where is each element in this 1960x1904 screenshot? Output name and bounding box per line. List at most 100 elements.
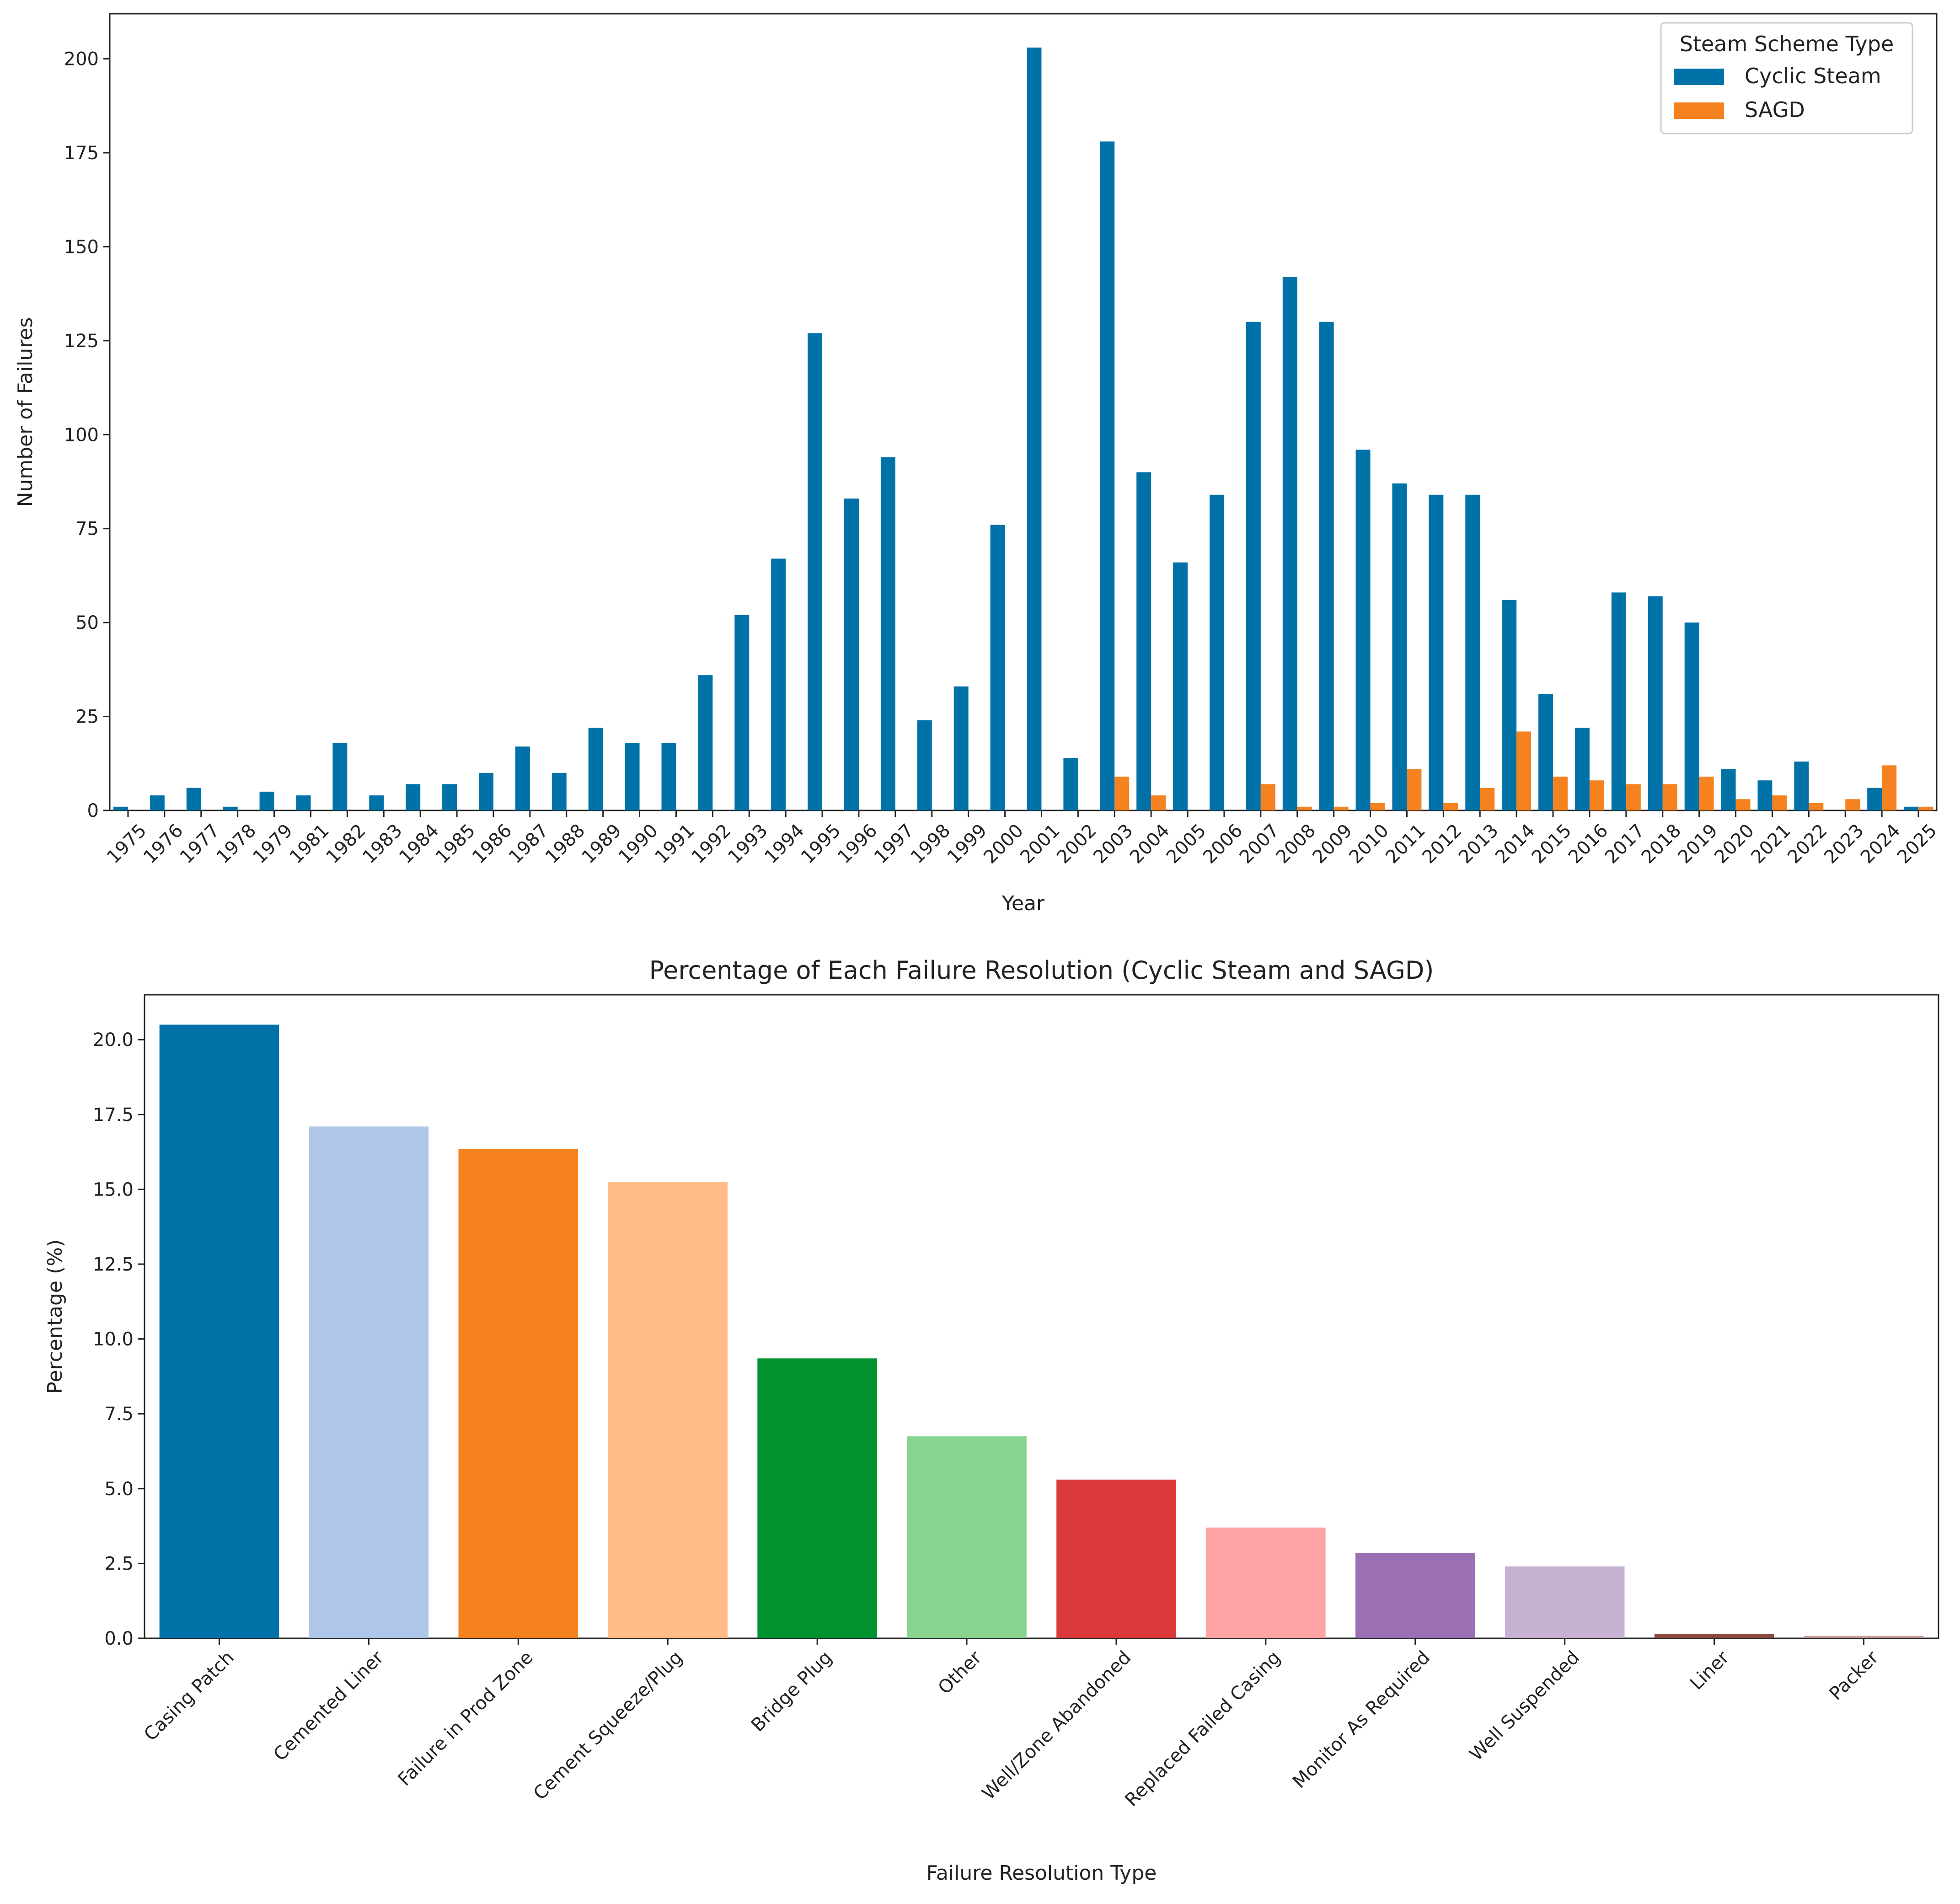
bar-cyclic-steam bbox=[1502, 600, 1517, 810]
y-axis-label: Percentage (%) bbox=[43, 1239, 67, 1394]
x-tick-label: 2000 bbox=[980, 820, 1028, 868]
y-tick-label: 200 bbox=[64, 49, 99, 70]
bar-sagd bbox=[1333, 806, 1349, 810]
bar-cyclic-steam bbox=[953, 686, 969, 810]
legend: Steam Scheme Type Cyclic Steam SAGD bbox=[1660, 22, 1913, 134]
x-tick-label: 1998 bbox=[907, 820, 955, 868]
failure-resolution-chart: Percentage of Each Failure Resolution (C… bbox=[43, 956, 1939, 1885]
x-tick-label: Liner bbox=[1686, 1647, 1733, 1694]
x-tick-label: 1983 bbox=[359, 820, 407, 868]
x-tick-label: 1994 bbox=[760, 820, 809, 868]
y-tick-label: 25 bbox=[75, 707, 99, 728]
bar-other bbox=[907, 1436, 1027, 1638]
x-tick-label: Well Suspended bbox=[1466, 1647, 1584, 1765]
x-axis-label: Failure Resolution Type bbox=[926, 1861, 1157, 1885]
x-tick-label: 2020 bbox=[1710, 820, 1758, 868]
bar-cyclic-steam bbox=[552, 772, 567, 810]
y-tick-label: 0 bbox=[87, 800, 99, 821]
bar-sagd bbox=[1114, 777, 1130, 810]
x-tick-label: 2023 bbox=[1820, 820, 1868, 868]
x-tick-label: 1975 bbox=[103, 820, 151, 868]
bar-well-zone-abandoned bbox=[1056, 1480, 1176, 1638]
x-tick-label: 1995 bbox=[797, 820, 845, 868]
x-tick-label: 1997 bbox=[870, 820, 918, 868]
x-tick-label: 2014 bbox=[1491, 820, 1539, 868]
x-tick-label: Monitor As Required bbox=[1289, 1647, 1434, 1792]
bar-sagd bbox=[1297, 806, 1312, 810]
bar-sagd bbox=[1443, 803, 1458, 810]
x-tick-label: Failure in Prod Zone bbox=[394, 1647, 537, 1790]
x-tick-label: 2012 bbox=[1418, 820, 1466, 868]
bar-sagd bbox=[1589, 780, 1604, 810]
x-tick-label: 2024 bbox=[1857, 820, 1905, 868]
bar-monitor-as-required bbox=[1355, 1553, 1475, 1638]
x-tick-label: 1987 bbox=[505, 820, 553, 868]
x-tick-label: 1990 bbox=[614, 820, 662, 868]
bar-cyclic-steam bbox=[1538, 694, 1553, 810]
failures-by-year-chart: 0255075100125150175200197519761977197819… bbox=[14, 13, 1941, 915]
x-tick-label: 2006 bbox=[1199, 820, 1247, 868]
bar-cement-squeeze-plug bbox=[608, 1182, 728, 1638]
x-tick-label: 1976 bbox=[139, 820, 187, 868]
bar-cyclic-steam bbox=[1100, 141, 1115, 811]
bar-cyclic-steam bbox=[442, 784, 457, 810]
x-tick-label: 2022 bbox=[1783, 820, 1831, 868]
bar-cyclic-steam bbox=[990, 525, 1005, 810]
bar-sagd bbox=[1699, 777, 1714, 810]
bar-cyclic-steam bbox=[1757, 780, 1773, 810]
legend-title: Steam Scheme Type bbox=[1680, 32, 1894, 56]
x-tick-label: 2009 bbox=[1309, 820, 1357, 868]
bar-cyclic-steam bbox=[1465, 494, 1480, 810]
x-tick-label: Casing Patch bbox=[140, 1647, 238, 1745]
bar-cyclic-steam bbox=[1063, 757, 1078, 810]
bar-cyclic-steam bbox=[1574, 728, 1590, 810]
bar-cyclic-steam bbox=[1027, 47, 1042, 810]
x-tick-label: 2003 bbox=[1089, 820, 1137, 868]
x-tick-label: 1986 bbox=[468, 820, 516, 868]
x-tick-label: 2019 bbox=[1674, 820, 1722, 868]
x-tick-label: Cement Squeeze/Plug bbox=[530, 1647, 687, 1804]
bar-replaced-failed-casing bbox=[1206, 1527, 1326, 1638]
x-tick-label: 2015 bbox=[1528, 820, 1576, 868]
bar-cyclic-steam bbox=[808, 333, 823, 811]
bar-cyclic-steam bbox=[734, 615, 750, 810]
bar-cyclic-steam bbox=[880, 457, 895, 810]
x-tick-label: 2021 bbox=[1747, 820, 1795, 868]
y-tick-label: 100 bbox=[64, 424, 99, 445]
bar-cyclic-steam bbox=[296, 795, 311, 810]
bar-sagd bbox=[1772, 795, 1787, 810]
x-tick-label: 2016 bbox=[1564, 820, 1612, 868]
bar-cemented-liner bbox=[309, 1126, 429, 1638]
bar-cyclic-steam bbox=[1173, 562, 1188, 810]
bar-cyclic-steam bbox=[844, 498, 859, 810]
x-tick-label: 2002 bbox=[1053, 820, 1101, 868]
chart-title: Percentage of Each Failure Resolution (C… bbox=[649, 956, 1434, 985]
bar-sagd bbox=[1370, 803, 1385, 810]
bar-cyclic-steam bbox=[1246, 322, 1261, 810]
x-tick-label: 1988 bbox=[541, 820, 589, 868]
x-tick-label: 2007 bbox=[1236, 820, 1284, 868]
x-tick-label: 1985 bbox=[432, 820, 480, 868]
x-tick-label: 2018 bbox=[1638, 820, 1686, 868]
x-tick-label: 2010 bbox=[1345, 820, 1393, 868]
bar-cyclic-steam bbox=[1209, 494, 1224, 810]
bar-sagd bbox=[1407, 769, 1422, 810]
x-tick-label: Bridge Plug bbox=[747, 1647, 836, 1736]
bar-cyclic-steam bbox=[1355, 450, 1371, 810]
x-tick-label: Cemented Liner bbox=[269, 1647, 388, 1765]
legend-swatch-sagd bbox=[1674, 102, 1724, 119]
bar-failure-in-prod-zone bbox=[458, 1149, 578, 1638]
bar-sagd bbox=[1662, 784, 1677, 810]
bar-cyclic-steam bbox=[917, 720, 932, 810]
bar-sagd bbox=[1553, 777, 1568, 810]
y-tick-label: 10.0 bbox=[93, 1329, 134, 1350]
x-tick-label: 2025 bbox=[1893, 820, 1941, 868]
bar-cyclic-steam bbox=[1282, 277, 1297, 810]
bar-cyclic-steam bbox=[1648, 596, 1663, 810]
bar-cyclic-steam bbox=[259, 791, 274, 810]
bar-packer bbox=[1804, 1636, 1924, 1638]
x-tick-label: 1996 bbox=[834, 820, 882, 868]
x-tick-label: 2011 bbox=[1382, 820, 1430, 868]
